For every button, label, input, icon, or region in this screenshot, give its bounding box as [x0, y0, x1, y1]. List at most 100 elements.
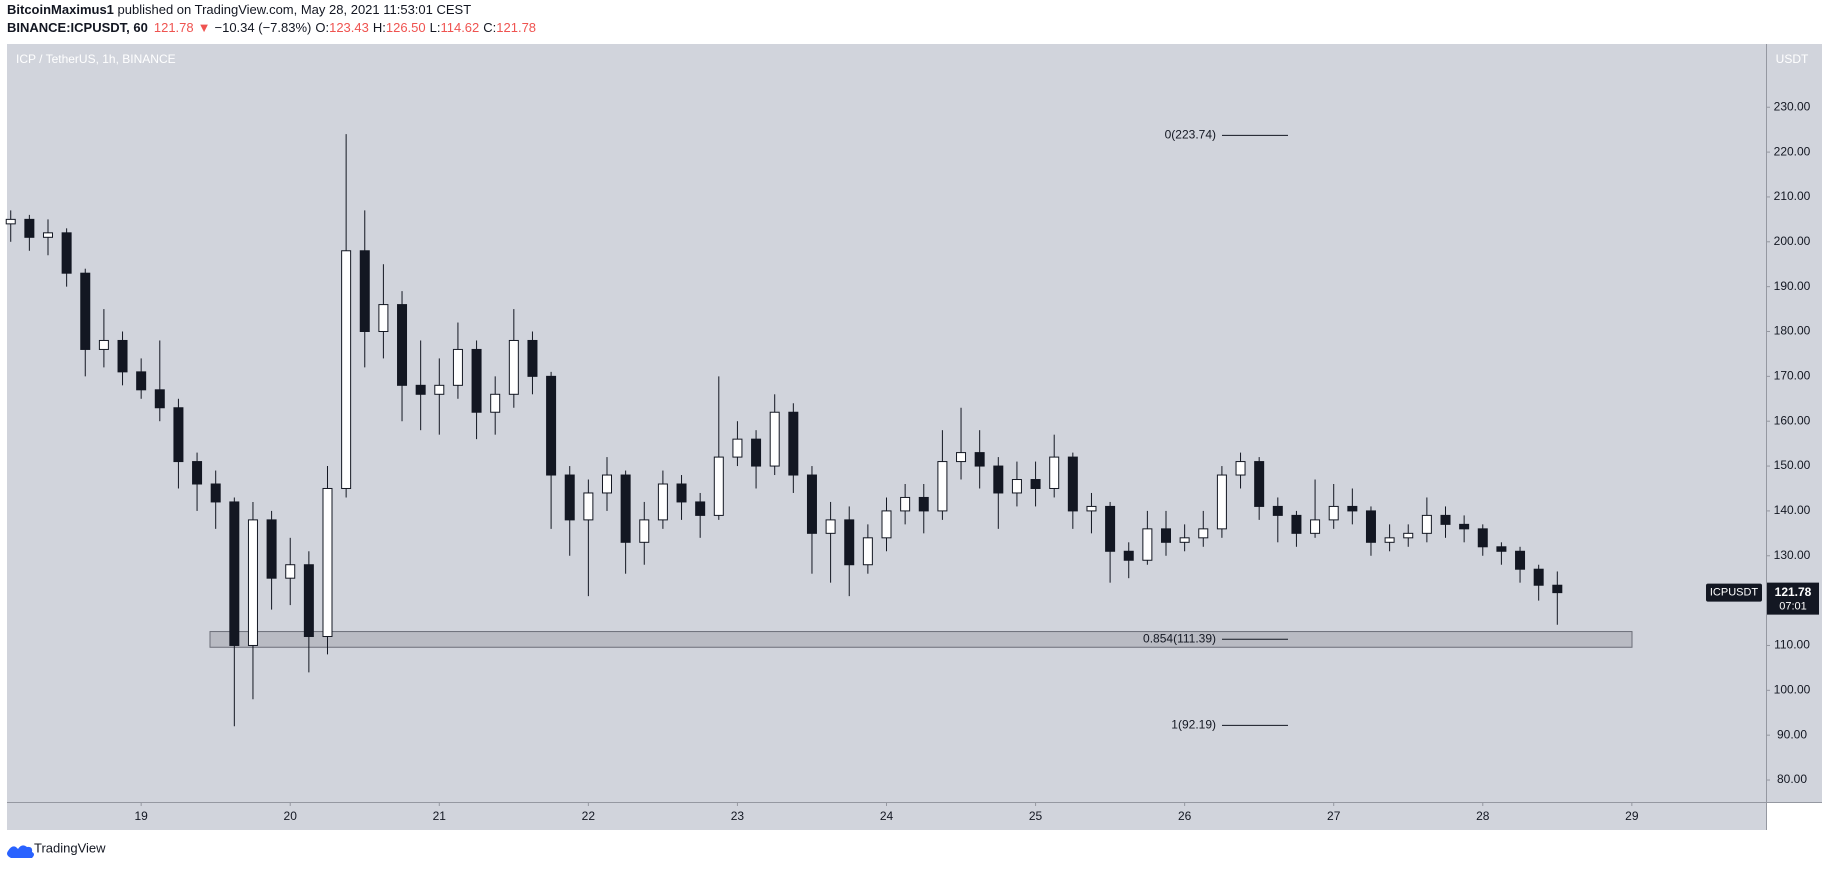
candle-body [1105, 505, 1116, 552]
x-tick-label: 28 [1476, 809, 1490, 823]
candle-body [844, 519, 855, 566]
candle-body [341, 250, 352, 489]
c: 121.78 [496, 20, 536, 35]
candle-body [61, 232, 72, 274]
candle-body [546, 375, 557, 476]
candle-body [303, 564, 314, 637]
candle-body [1123, 550, 1134, 561]
candle-body [1310, 519, 1321, 534]
candle-body [1477, 528, 1488, 548]
candle-body [1440, 514, 1451, 525]
candle-body [247, 519, 258, 646]
y-tick-label: 230.00 [1774, 99, 1811, 113]
brand: TradingView [34, 840, 106, 855]
author: BitcoinMaximus1 [7, 2, 114, 17]
candle-body [42, 232, 53, 238]
candle-body [788, 411, 799, 476]
candle-body [1067, 456, 1078, 512]
y-tick-label: 200.00 [1774, 234, 1811, 248]
x-tick-label: 20 [284, 809, 298, 823]
candle-body [993, 465, 1004, 494]
candle-body [192, 461, 203, 485]
axis-unit: USDT [1776, 52, 1809, 66]
candle-body [490, 393, 501, 413]
fib-label: 0(223.74) [1165, 127, 1216, 141]
y-tick-label: 90.00 [1777, 727, 1807, 741]
x-tick-label: 23 [731, 809, 745, 823]
y-tick-label: 100.00 [1774, 682, 1811, 696]
candle-body [695, 501, 706, 516]
candle-body [1515, 550, 1526, 570]
y-tick-label: 130.00 [1774, 548, 1811, 562]
candle-body [751, 438, 762, 467]
candle-body [1533, 568, 1544, 586]
candle-body [1216, 474, 1227, 530]
x-tick-label: 25 [1029, 809, 1043, 823]
candle-body [1049, 456, 1060, 489]
candle-body [974, 452, 985, 467]
candle-body [527, 339, 538, 377]
o-label: O: [315, 20, 329, 35]
candle-body [1459, 523, 1470, 530]
candle-body [471, 348, 482, 413]
support-zone [209, 631, 1633, 648]
candle-body [136, 371, 147, 391]
y-tick-label: 80.00 [1777, 772, 1807, 786]
h: 126.50 [386, 20, 426, 35]
candle-body [397, 304, 408, 386]
price-tag [1767, 582, 1819, 615]
candle-body [1272, 505, 1283, 516]
candle-body [1365, 510, 1376, 543]
candle-body [359, 250, 370, 333]
x-tick-label: 22 [582, 809, 596, 823]
last: 121.78 [154, 20, 194, 35]
change: −10.34 (−7.83%) [215, 20, 312, 35]
y-tick-label: 110.00 [1774, 638, 1810, 652]
candle-body [620, 474, 631, 543]
x-tick-label: 26 [1178, 809, 1192, 823]
candle-body [1030, 479, 1041, 489]
publish-line: BitcoinMaximus1 published on TradingView… [7, 2, 471, 17]
candle-body [601, 474, 612, 494]
candle-body [452, 348, 463, 386]
candle-body [1235, 461, 1246, 476]
candle-body [322, 487, 333, 637]
candle-body [229, 501, 240, 646]
x-tick-label: 29 [1625, 809, 1639, 823]
candle-body [1179, 537, 1190, 543]
fib-label: 0.854(111.39) [1143, 631, 1216, 645]
candle-body [1011, 479, 1022, 494]
candle-body [1161, 528, 1172, 543]
candle-body [900, 496, 911, 512]
candle-body [769, 411, 780, 467]
symbol-line: BINANCE:ICPUSDT, 60 121.78 ▼ −10.34 (−7.83%… [7, 20, 536, 35]
y-tick-label: 190.00 [1774, 279, 1811, 293]
candle-body [1421, 514, 1432, 534]
symbol-tag [1706, 583, 1762, 602]
fib-label: 1(92.19) [1171, 718, 1216, 732]
countdown: 07:01 [1779, 601, 1807, 613]
l-label: L: [430, 20, 441, 35]
x-tick-label: 19 [134, 809, 148, 823]
price-axis [1767, 44, 1822, 802]
candle-body [285, 564, 296, 579]
l: 114.62 [440, 20, 479, 35]
candle-body [1552, 584, 1563, 594]
price-tag-text: 121.78 [1775, 585, 1812, 599]
candle-body [825, 519, 836, 534]
candle-body [937, 461, 948, 512]
time-axis [7, 803, 1766, 830]
y-tick-label: 170.00 [1774, 369, 1811, 383]
candle-body [1328, 505, 1339, 521]
candle-body [378, 304, 389, 333]
candle-body [639, 519, 650, 543]
candle-body [713, 456, 724, 516]
candle-body [1254, 461, 1265, 507]
candle-body [5, 218, 16, 225]
candle-body [1291, 514, 1302, 534]
h-label: H: [373, 20, 386, 35]
candle-body [1198, 528, 1209, 539]
x-tick-label: 21 [433, 809, 447, 823]
candle-body [956, 452, 967, 463]
